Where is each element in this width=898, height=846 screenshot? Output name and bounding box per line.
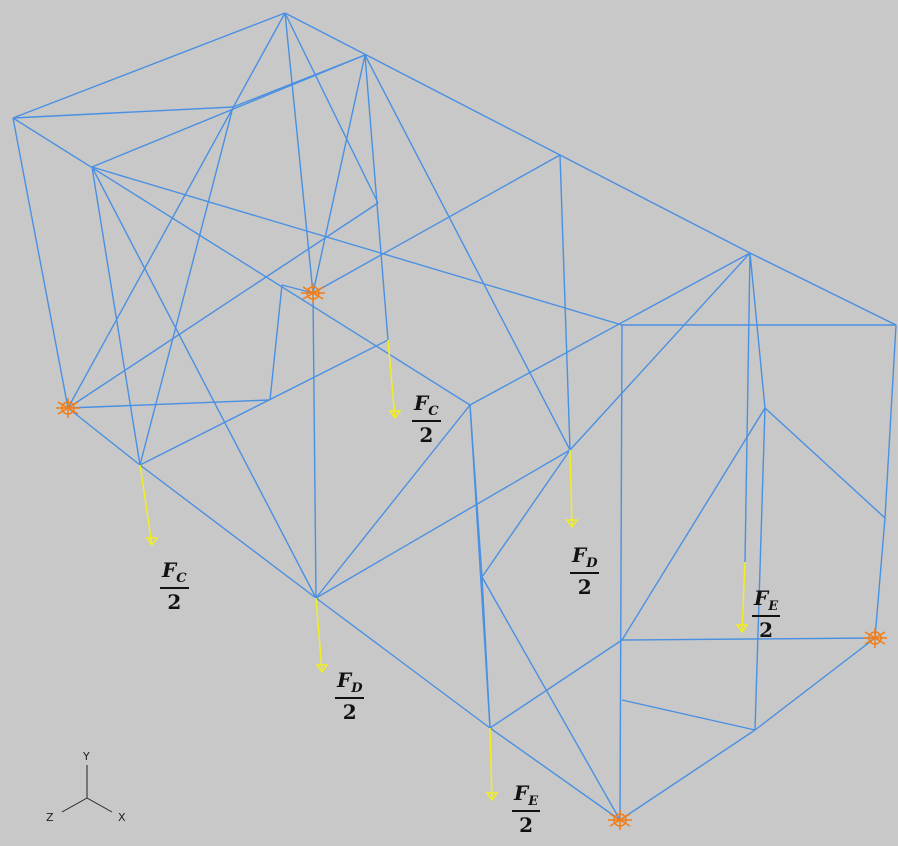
truss-member (13, 118, 68, 408)
truss-member (313, 155, 560, 293)
truss-member (13, 107, 233, 118)
viewport: Y Z X FC2FC2FD2FD2FE2FE2 (0, 0, 898, 846)
truss-member (482, 450, 570, 577)
axis-label: X (118, 811, 126, 824)
truss-member (750, 253, 765, 408)
truss-member (885, 325, 896, 518)
subscript: E (528, 794, 538, 809)
load-label: FE 2 (512, 783, 540, 835)
load-label: FD 2 (335, 670, 364, 722)
load-label: FE 2 (752, 588, 780, 640)
truss-member (622, 700, 755, 730)
truss-member (316, 450, 570, 598)
truss-member (765, 408, 885, 518)
support (608, 810, 632, 830)
truss-drawing: Y Z X (0, 0, 898, 846)
symbol: F (514, 781, 528, 805)
subscript: E (768, 599, 778, 614)
truss-member (755, 638, 875, 730)
truss-member (875, 518, 885, 638)
truss-member (560, 155, 570, 450)
truss-member (620, 730, 755, 820)
symbol: F (162, 558, 176, 582)
denominator: 2 (519, 812, 533, 835)
denominator: 2 (167, 589, 181, 612)
truss-member (316, 405, 470, 598)
support (301, 283, 325, 303)
truss-member (490, 728, 620, 820)
load-label: FD 2 (570, 545, 599, 597)
symbol: F (337, 668, 351, 692)
subscript: D (586, 556, 597, 571)
truss-member (755, 408, 765, 730)
truss-member (365, 55, 388, 340)
load-arrow (316, 598, 322, 672)
truss-member (140, 340, 388, 465)
load-arrow (742, 562, 745, 632)
truss-member (470, 405, 482, 577)
truss-member (560, 155, 750, 253)
truss-member (745, 253, 750, 562)
truss-member (92, 167, 622, 325)
load-arrow (570, 450, 572, 527)
load-arrow (140, 465, 152, 545)
denominator: 2 (578, 574, 592, 597)
truss-member (92, 167, 316, 598)
subscript: C (176, 571, 186, 586)
truss-member (622, 638, 875, 640)
truss-member (750, 253, 896, 325)
truss-member (470, 253, 750, 405)
truss-member (490, 640, 622, 728)
load-arrow (490, 728, 492, 800)
truss-member (620, 325, 622, 820)
truss-member (285, 13, 313, 293)
truss-member (313, 55, 365, 293)
symbol: F (572, 543, 586, 567)
denominator: 2 (343, 699, 357, 722)
truss-member (482, 577, 620, 820)
truss-member (365, 55, 570, 450)
truss-member (570, 253, 750, 450)
subscript: D (351, 681, 362, 696)
subscript: C (428, 404, 438, 419)
axis-x (87, 798, 112, 812)
truss-member (285, 13, 378, 203)
axis-z (62, 798, 87, 812)
axis-triad (62, 765, 112, 812)
truss-member (285, 13, 560, 155)
truss-member (313, 293, 316, 598)
truss-member (68, 400, 270, 408)
denominator: 2 (759, 617, 773, 640)
load-label: FC 2 (160, 560, 189, 612)
symbol: F (754, 586, 768, 610)
truss-member (482, 577, 490, 728)
truss-member (68, 13, 285, 408)
load-label: FC 2 (412, 393, 441, 445)
truss-member (270, 285, 282, 400)
axis-label: Z (46, 811, 54, 824)
symbol: F (414, 391, 428, 415)
load-arrow (388, 340, 395, 418)
truss-member (13, 118, 470, 405)
truss-member (68, 408, 140, 465)
denominator: 2 (419, 422, 433, 445)
axis-label: Y (82, 750, 90, 763)
